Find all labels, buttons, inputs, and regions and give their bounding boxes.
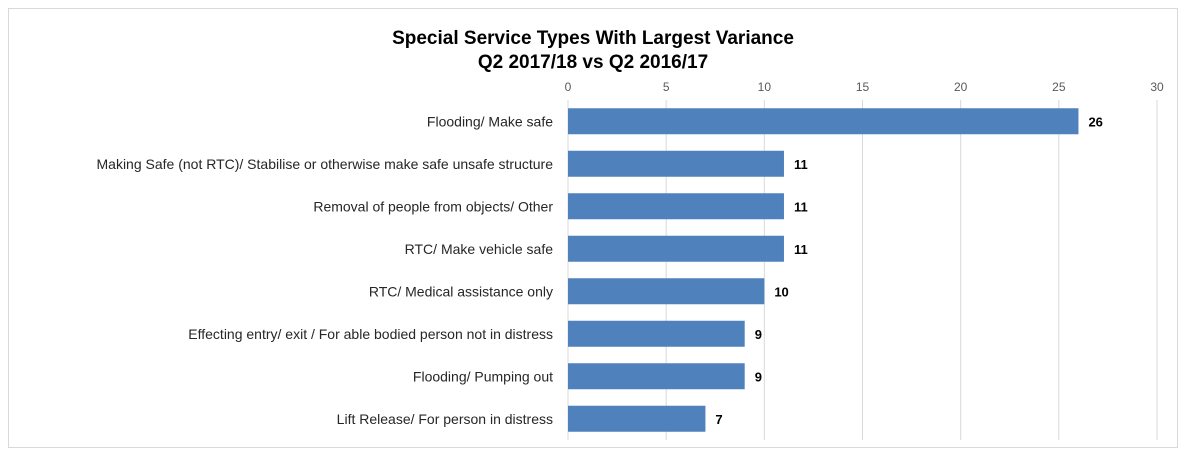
category-label: RTC/ Make vehicle safe xyxy=(405,241,554,257)
data-label: 11 xyxy=(794,242,808,257)
category-label: Flooding/ Make safe xyxy=(427,113,553,129)
data-label: 10 xyxy=(774,284,788,299)
category-label: RTC/ Medical assistance only xyxy=(369,283,553,299)
category-label: Removal of people from objects/ Other xyxy=(313,198,553,214)
x-tick-label: 10 xyxy=(758,80,772,94)
data-label: 7 xyxy=(715,412,722,427)
bar xyxy=(568,235,784,262)
bar xyxy=(568,363,745,390)
x-tick-label: 15 xyxy=(856,80,870,94)
bar xyxy=(568,405,706,432)
chart-subtitle: Q2 2017/18 vs Q2 2016/17 xyxy=(477,52,709,73)
category-label: Flooding/ Pumping out xyxy=(413,368,553,384)
x-tick-label: 5 xyxy=(663,80,670,94)
data-label: 11 xyxy=(794,157,808,172)
x-tick-label: 20 xyxy=(954,80,968,94)
bar xyxy=(568,320,745,347)
x-tick-label: 30 xyxy=(1150,80,1164,94)
x-tick-label: 25 xyxy=(1052,80,1066,94)
data-label: 9 xyxy=(755,369,762,384)
category-label: Lift Release/ For person in distress xyxy=(337,411,553,427)
chart-title: Special Service Types With Largest Varia… xyxy=(392,28,794,49)
data-label: 11 xyxy=(794,199,808,214)
data-label: 26 xyxy=(1088,114,1102,129)
bar xyxy=(568,278,765,305)
bar xyxy=(568,193,784,220)
x-tick-label: 0 xyxy=(565,80,572,94)
bar xyxy=(568,150,784,177)
bar xyxy=(568,108,1079,135)
category-label: Effecting entry/ exit / For able bodied … xyxy=(188,326,553,342)
data-label: 9 xyxy=(755,327,762,342)
category-label: Making Safe (not RTC)/ Stabilise or othe… xyxy=(97,156,554,172)
